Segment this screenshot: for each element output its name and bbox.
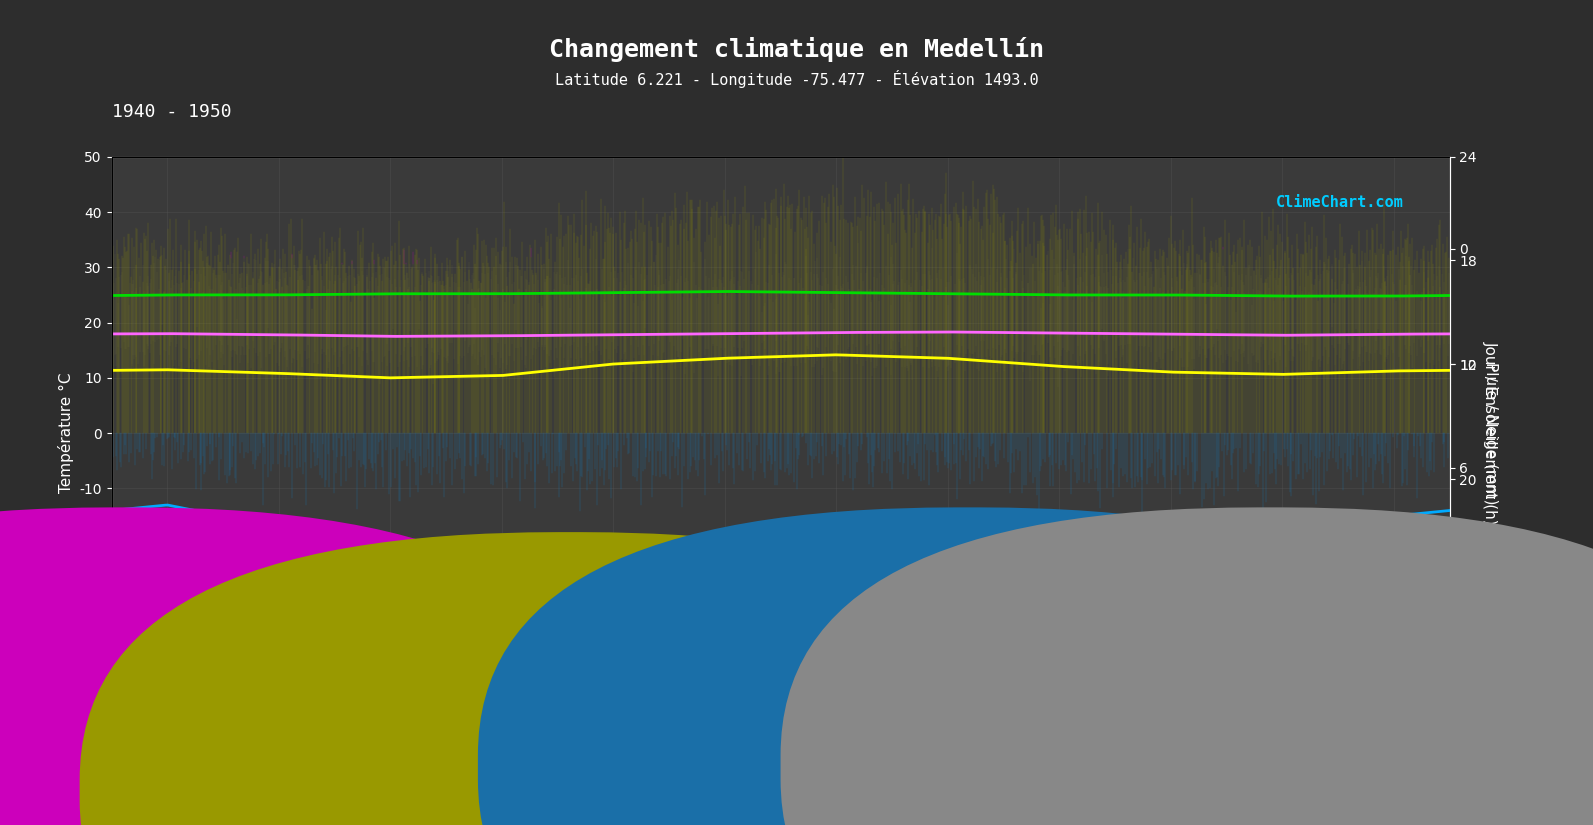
Text: Latitude 6.221 - Longitude -75.477 - Élévation 1493.0: Latitude 6.221 - Longitude -75.477 - Élé… <box>554 70 1039 88</box>
Text: Température °C: Température °C <box>112 742 229 757</box>
Text: 1940 - 1950: 1940 - 1950 <box>112 103 231 121</box>
Text: —  Moyenne mensuelle: — Moyenne mensuelle <box>956 804 1106 818</box>
Y-axis label: Jour / Ensoleillement (h): Jour / Ensoleillement (h) <box>1483 342 1497 525</box>
Text: Plage min / max par jour: Plage min / max par jour <box>140 759 320 772</box>
Text: —  Lumière du jour par jour: — Lumière du jour par jour <box>558 770 760 783</box>
Text: Soleil par jour: Soleil par jour <box>586 783 699 796</box>
Y-axis label: Pluie / Neige (mm): Pluie / Neige (mm) <box>1483 362 1497 504</box>
Text: Pluie par jour: Pluie par jour <box>984 759 1090 772</box>
Text: Jour / Ensoleillement (h): Jour / Ensoleillement (h) <box>558 742 766 757</box>
Text: Changement climatique en Medellín: Changement climatique en Medellín <box>550 37 1043 62</box>
Y-axis label: Température °C: Température °C <box>57 373 73 493</box>
Text: Neige (mm): Neige (mm) <box>1258 742 1343 757</box>
Text: —  Moyenne mensuelle: — Moyenne mensuelle <box>112 804 261 818</box>
Text: Pluie (mm): Pluie (mm) <box>956 742 1040 757</box>
Text: ClimeChart.com: ClimeChart.com <box>1276 196 1403 210</box>
Text: Neige par jour: Neige par jour <box>1287 759 1392 772</box>
Text: © ClimeChart.com: © ClimeChart.com <box>1437 807 1545 817</box>
Text: —  Moyenne mensuelle: — Moyenne mensuelle <box>1258 804 1408 818</box>
